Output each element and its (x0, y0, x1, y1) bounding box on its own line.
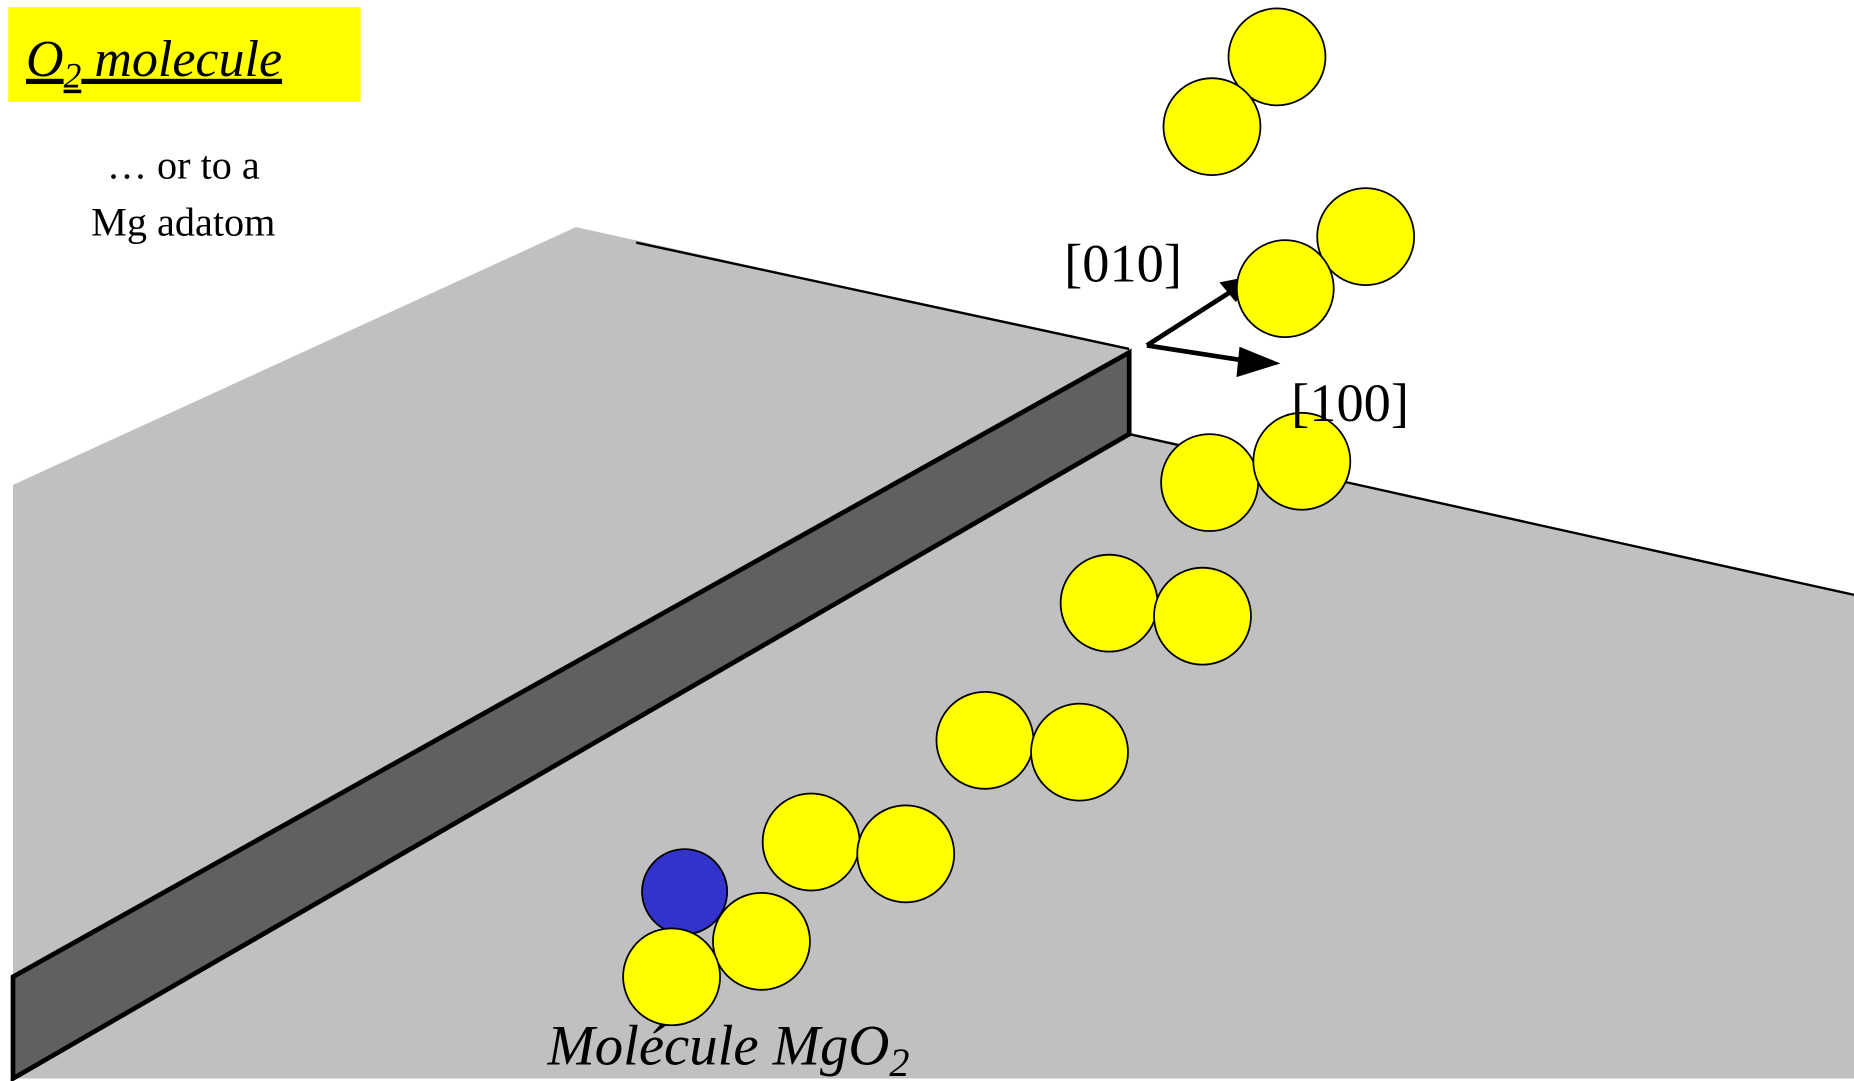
diagram: O2 molecule … or to a Mg adatom [010] [1… (0, 0, 1854, 1081)
o-atom (936, 692, 1033, 789)
arrow (1147, 289, 1236, 346)
mg-atom (642, 849, 727, 934)
axis-label: [100] (1291, 373, 1409, 433)
o-atom (623, 928, 720, 1025)
note-line: Mg adatom (91, 199, 275, 244)
o-atom (1237, 240, 1334, 337)
page: O2 molecule … or to a Mg adatom [010] [1… (0, 0, 1854, 1081)
o-atom (1061, 555, 1158, 652)
title-rest: molecule (81, 31, 282, 88)
o-atom (1317, 188, 1414, 285)
title-main: O (26, 31, 64, 88)
o-atom (1163, 78, 1260, 175)
o-atom (857, 805, 954, 902)
o-atom (1154, 568, 1251, 665)
arrow-head (1239, 350, 1273, 374)
note-line: … or to a (107, 143, 260, 188)
title-sub: 2 (64, 56, 82, 96)
caption-main: Molécule MgO (546, 1014, 889, 1077)
o-atom (1161, 434, 1258, 531)
o-atom (763, 794, 860, 891)
axis-label: [010] (1064, 234, 1182, 294)
o-atom (1031, 704, 1128, 801)
o-atom (713, 893, 810, 990)
caption: Molécule MgO2 (546, 1014, 909, 1081)
arrow (1147, 345, 1253, 362)
caption-sub: 2 (889, 1040, 909, 1081)
